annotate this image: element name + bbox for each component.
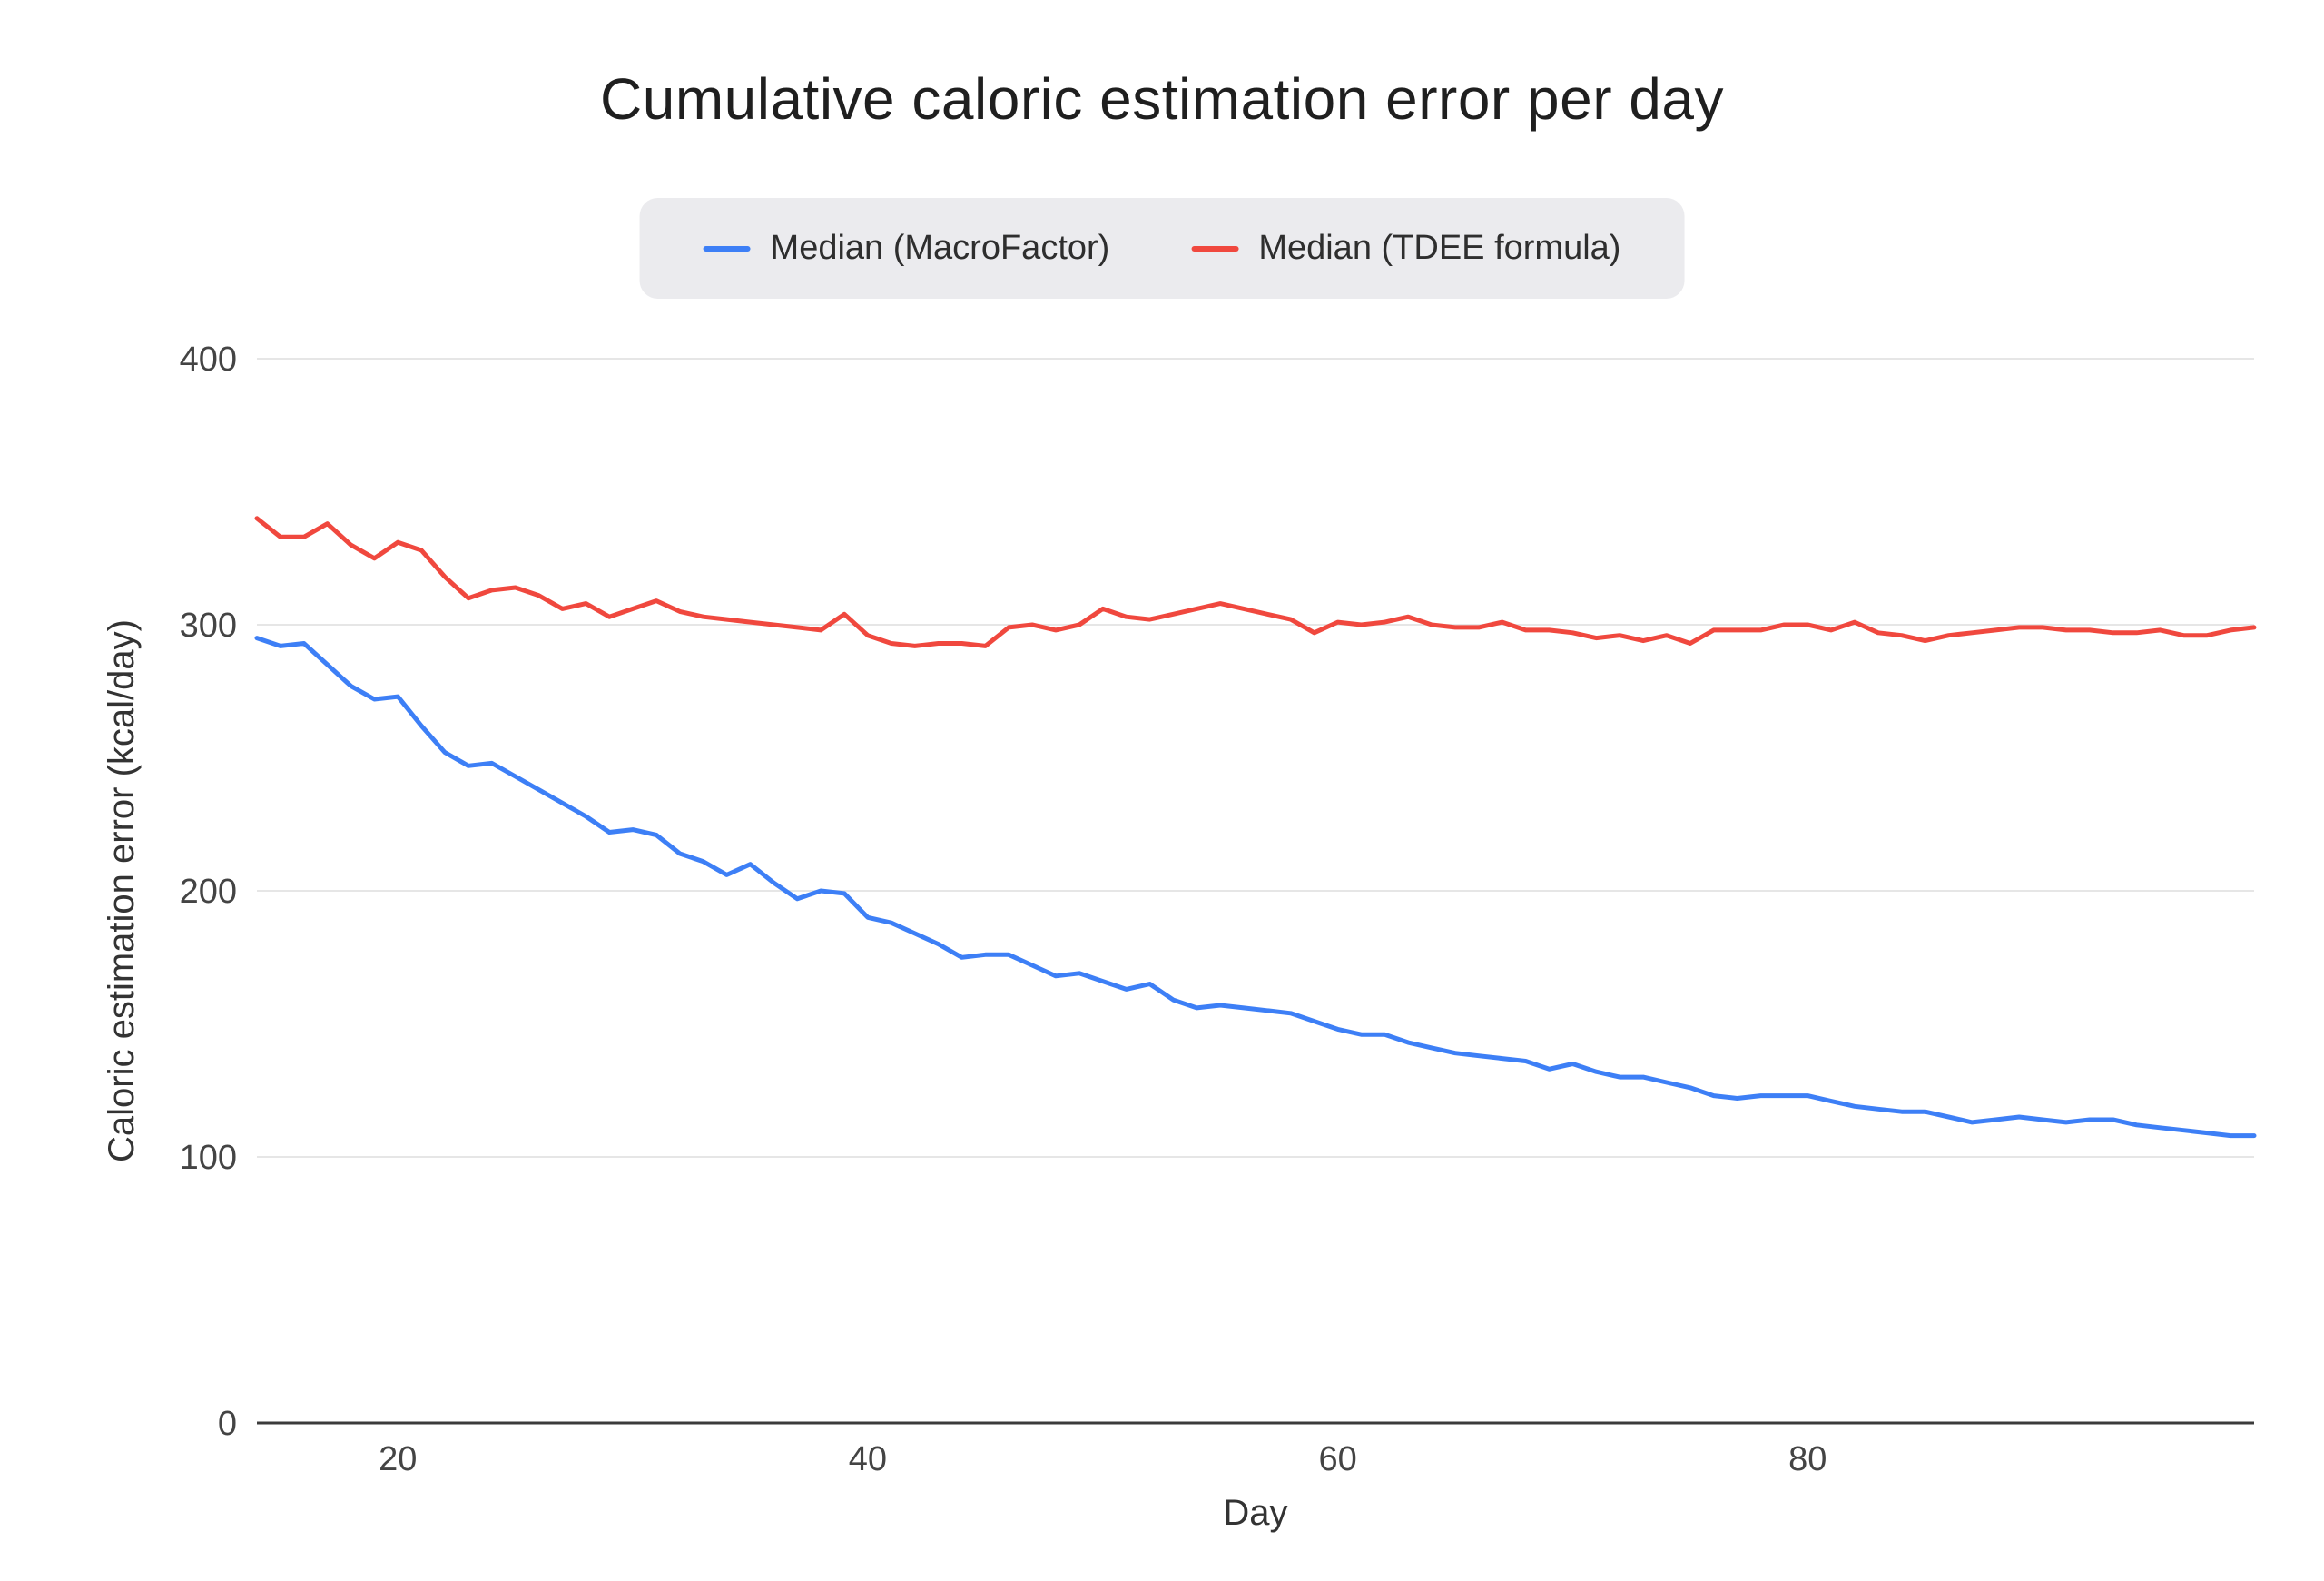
x-axis-title: Day bbox=[1223, 1493, 1287, 1533]
x-tick-label-60: 60 bbox=[1318, 1440, 1356, 1478]
y-tick-label-0: 0 bbox=[218, 1405, 237, 1443]
x-tick-label-40: 40 bbox=[849, 1440, 887, 1478]
legend: Median (MacroFactor) Median (TDEE formul… bbox=[639, 198, 1685, 299]
chart-title: Cumulative caloric estimation error per … bbox=[600, 66, 1724, 132]
legend-label-tdee: Median (TDEE formula) bbox=[1258, 229, 1621, 267]
legend-item-tdee[interactable]: Median (TDEE formula) bbox=[1191, 229, 1620, 268]
x-tick-label-20: 20 bbox=[379, 1440, 417, 1478]
legend-swatch-tdee-icon bbox=[1191, 245, 1239, 252]
y-tick-label-200: 200 bbox=[180, 873, 237, 911]
y-axis-title: Caloric estimation error (kcal/day) bbox=[102, 619, 142, 1162]
series-line-tdee bbox=[254, 516, 2257, 648]
legend-item-macrofactor[interactable]: Median (MacroFactor) bbox=[703, 229, 1110, 268]
y-tick-label-400: 400 bbox=[180, 341, 237, 379]
y-tick-label-100: 100 bbox=[180, 1139, 237, 1177]
y-tick-label-300: 300 bbox=[180, 607, 237, 645]
legend-label-macrofactor: Median (MacroFactor) bbox=[770, 229, 1110, 267]
legend-swatch-macrofactor-icon bbox=[703, 245, 751, 252]
x-tick-label-80: 80 bbox=[1788, 1440, 1827, 1478]
series-line-macrofactor bbox=[254, 636, 2257, 1139]
